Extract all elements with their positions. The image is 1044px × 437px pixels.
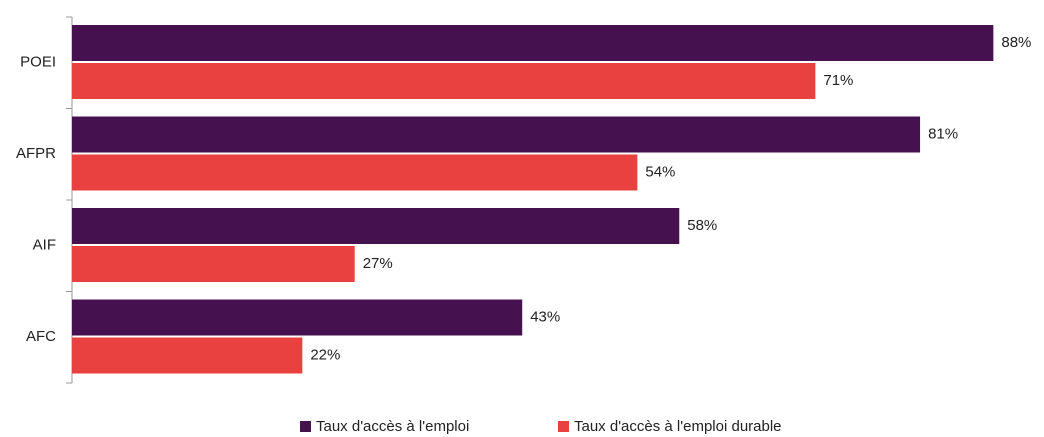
value-label: 27% — [363, 255, 393, 272]
legend-swatch — [300, 421, 311, 432]
legend-swatch — [558, 421, 569, 432]
bar — [72, 299, 523, 336]
value-label: 43% — [530, 308, 560, 325]
value-label: 81% — [928, 125, 958, 142]
bar — [72, 246, 355, 282]
value-label: 54% — [645, 163, 675, 180]
bar — [72, 208, 680, 244]
bar — [72, 63, 816, 99]
legend-label: Taux d'accès à l'emploi durable — [574, 418, 782, 435]
value-label: 58% — [687, 217, 717, 234]
y-tick-label: POEI — [20, 54, 56, 71]
y-tick-label: AFPR — [16, 145, 56, 162]
y-tick-label: AIF — [33, 237, 56, 254]
y-tick-label: AFC — [26, 328, 56, 345]
bar — [72, 154, 638, 191]
bar — [72, 25, 994, 61]
bar — [72, 116, 921, 153]
value-label: 71% — [823, 72, 853, 89]
value-label: 22% — [310, 346, 340, 363]
value-label: 88% — [1001, 34, 1031, 51]
legend-label: Taux d'accès à l'emploi — [316, 418, 469, 435]
bar — [72, 337, 303, 374]
